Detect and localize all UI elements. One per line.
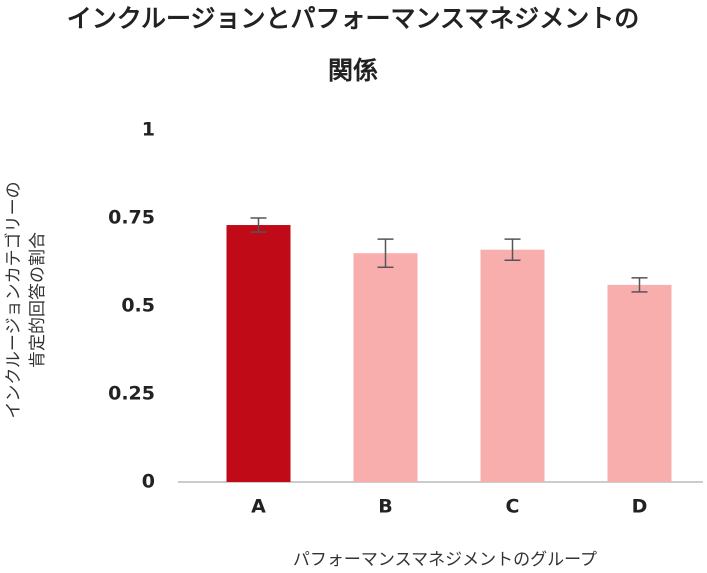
error-bar	[377, 238, 394, 269]
x-tick-label: D	[632, 496, 648, 518]
x-axis-label: パフォーマンスマネジメントのグループ	[293, 550, 597, 570]
y-tick-label: 0.75	[108, 207, 155, 229]
y-tick-label: 1	[142, 119, 155, 141]
y-tick-label: 0	[142, 471, 155, 493]
x-tick-label: A	[251, 496, 266, 518]
chart-title: インクルージョンとパフォーマンスマネジメントの	[67, 4, 640, 33]
x-tick-label: B	[378, 496, 392, 518]
x-tick-label: C	[506, 496, 520, 518]
bar	[226, 225, 291, 483]
bar	[480, 249, 545, 482]
y-tick-label: 0.25	[108, 383, 155, 405]
error-bar	[250, 217, 267, 233]
y-tick-label: 0.5	[121, 295, 155, 317]
bar	[353, 253, 418, 482]
bar	[607, 284, 672, 482]
error-bar	[631, 277, 648, 293]
error-bar	[504, 238, 521, 261]
y-axis-label: インクルージョンカテゴリーの	[3, 181, 24, 418]
chart-title: 関係	[328, 56, 378, 85]
y-axis-label: 肯定的回答の割合	[28, 232, 48, 368]
